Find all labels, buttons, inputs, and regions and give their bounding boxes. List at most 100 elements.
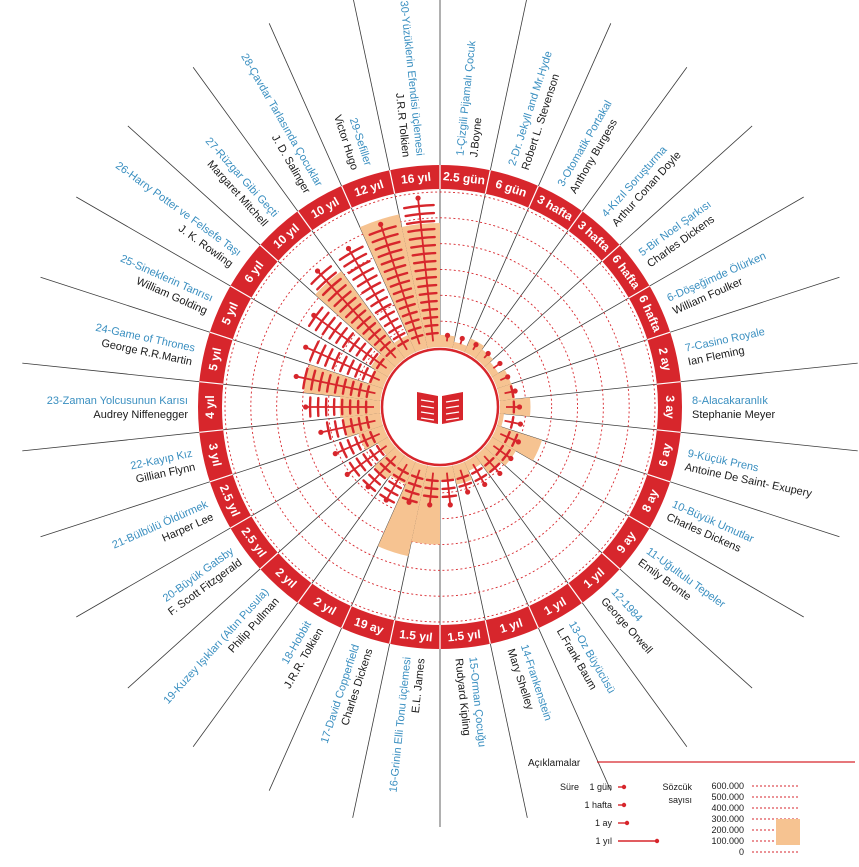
duration-arc (352, 267, 375, 281)
word-wedge (475, 349, 494, 367)
duration-arc (346, 359, 355, 376)
open-book-icon (417, 392, 463, 424)
duration-arc (339, 296, 357, 313)
legend-duration-dot (654, 838, 660, 844)
ring-divider (259, 244, 279, 262)
duration-arc (335, 327, 349, 344)
duration-arc (388, 324, 403, 334)
duration-arc (308, 340, 320, 362)
ring-divider (647, 331, 671, 341)
duration-arc (380, 256, 405, 266)
grid-ring (250, 217, 630, 597)
duration-label: 1 yıl (498, 615, 525, 636)
duration-arc (392, 331, 406, 341)
duration-arc (410, 243, 437, 249)
duration-arc (509, 415, 515, 429)
ring-divider (656, 381, 681, 385)
duration-arc (385, 347, 396, 357)
duration-arc (365, 288, 385, 301)
book-title: 23-Zaman Yolcusunun Karısı (47, 395, 188, 407)
duration-arc (362, 453, 373, 467)
duration-arc (339, 355, 348, 373)
legend-duration-label: 1 gün (589, 782, 612, 792)
grid-ring (302, 269, 578, 545)
duration-dot (459, 335, 465, 342)
duration-arc (404, 211, 436, 218)
duration-arc (412, 259, 437, 265)
duration-arc (441, 494, 458, 499)
legend-duration-dot (621, 784, 627, 790)
duration-label: 5 yıl (206, 346, 225, 372)
book-author: Audrey Niffenegger (93, 409, 188, 421)
duration-arc (357, 416, 363, 432)
ring-divider (628, 285, 650, 299)
duration-arc (397, 339, 409, 347)
book-label: 23-Zaman Yolcusunun Karısı Audrey Niffene… (47, 395, 189, 421)
duration-arc (368, 473, 382, 486)
duration-arc (368, 328, 382, 341)
legend-scale-label: 400.000 (711, 803, 744, 813)
book-line (420, 405, 435, 409)
duration-dot (505, 374, 511, 380)
duration-arc (339, 441, 348, 459)
duration-arc (417, 283, 438, 289)
duration-arc (344, 303, 362, 319)
duration-arc (405, 219, 436, 226)
duration-arc (347, 259, 371, 275)
duration-arc (420, 299, 438, 304)
duration-arc (354, 436, 362, 451)
duration-dot (318, 429, 324, 435)
legend-scale-label: 100.000 (711, 836, 744, 846)
duration-arc (385, 457, 396, 467)
duration-arc (357, 382, 363, 398)
duration-arc (484, 457, 495, 467)
duration-arc (418, 291, 438, 297)
duration-arc (362, 347, 373, 361)
duration-arc (414, 267, 437, 273)
duration-arc (401, 310, 418, 318)
duration-label: 4 yıl (203, 395, 217, 418)
legend-scale-label: 600.000 (711, 781, 744, 791)
duration-arc (310, 265, 333, 285)
duration-arc (327, 284, 347, 302)
duration-label: 2 ay (656, 346, 675, 372)
book-line (420, 411, 435, 415)
legend-scale-label: 200.000 (711, 825, 744, 835)
ring-divider (656, 429, 681, 433)
legend-scale-label: 0 (739, 847, 744, 857)
duration-arc (403, 203, 435, 210)
ring-divider (259, 552, 279, 570)
duration-arc (314, 311, 330, 332)
duration-dot (415, 195, 421, 201)
duration-arc (401, 496, 418, 504)
duration-arc (404, 318, 420, 325)
grid-ring (224, 191, 656, 623)
duration-arc (374, 240, 401, 251)
legend-duration-dot (624, 820, 630, 826)
duration-arc (356, 274, 378, 288)
duration-arc (333, 376, 340, 394)
legend-scale-label: 500.000 (711, 792, 744, 802)
duration-dot (444, 332, 451, 338)
duration-arc (348, 461, 361, 477)
duration-line (320, 419, 376, 434)
duration-arc (341, 332, 355, 349)
duration-arc (456, 474, 470, 481)
duration-line (483, 455, 501, 475)
duration-dot (303, 404, 309, 410)
duration-arc (388, 480, 403, 490)
duration-arc (350, 309, 367, 324)
duration-arc (348, 337, 361, 353)
duration-arc (307, 306, 324, 328)
duration-arc (410, 333, 424, 340)
duration-arc (355, 342, 367, 357)
legend-words-label: sayısı (668, 795, 692, 805)
